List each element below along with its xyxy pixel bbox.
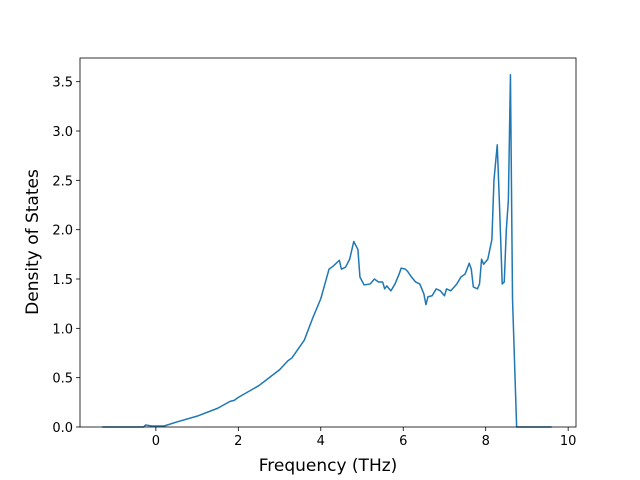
y-tick-label: 1.5: [52, 273, 73, 288]
x-tick-label: 10: [560, 434, 577, 449]
x-tick-label: 4: [317, 434, 325, 449]
plot-frame: [79, 57, 577, 428]
y-tick-label: 3.5: [52, 76, 73, 91]
x-tick-label: 2: [234, 434, 242, 449]
x-tick-label: 8: [482, 434, 490, 449]
y-axis-label: Density of States: [23, 169, 43, 315]
y-tick-label: 0.0: [52, 421, 73, 436]
y-tick-label: 1.0: [52, 322, 73, 337]
x-tick-label: 6: [399, 434, 407, 449]
y-tick-label: 0.5: [52, 372, 73, 387]
x-tick-label: 0: [152, 434, 160, 449]
x-axis-label: Frequency (THz): [259, 456, 398, 476]
y-tick-label: 3.0: [52, 125, 73, 140]
y-tick-label: 2.5: [52, 174, 73, 189]
y-tick-label: 2.0: [52, 224, 73, 239]
line: [102, 74, 552, 428]
